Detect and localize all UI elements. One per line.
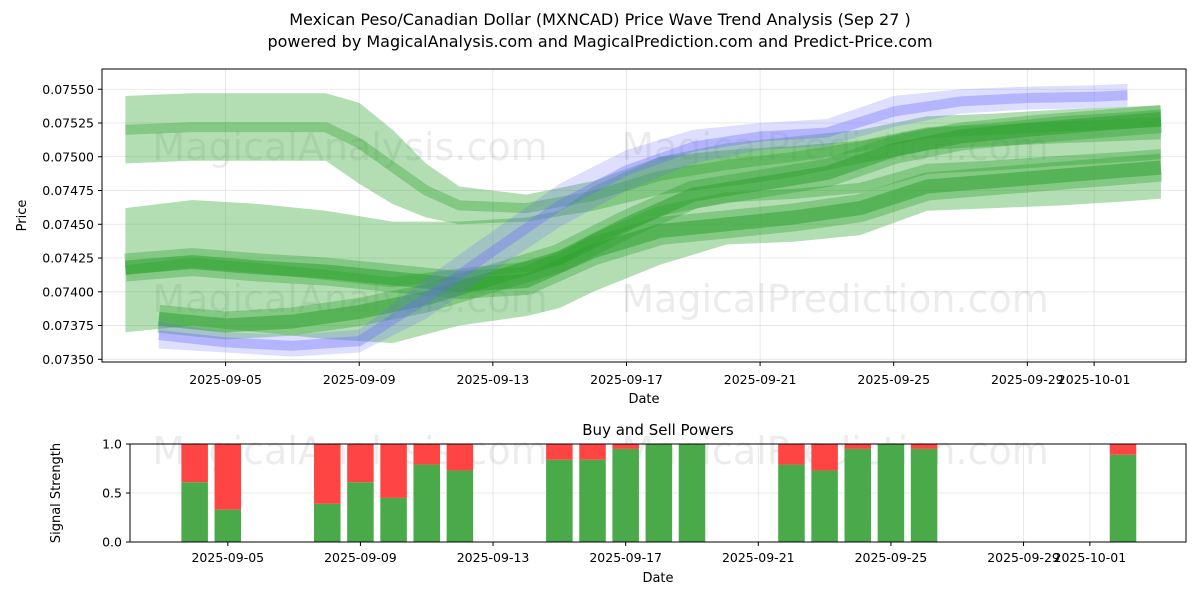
price-line-glow-forecast-core [157, 105, 1163, 340]
buy-bar [678, 444, 706, 542]
buy-bar [844, 448, 872, 542]
chart-subtitle: powered by MagicalAnalysis.com and Magic… [267, 32, 933, 51]
price-line-forecast-core [158, 112, 1162, 333]
sell-bar [380, 444, 407, 498]
signal-x-tick-label: 2025-09-29 [987, 550, 1060, 565]
price-x-tick-label: 2025-10-01 [1058, 372, 1131, 387]
buy-bar [778, 464, 805, 542]
buy-bar [181, 482, 208, 542]
signal-y-tick-label: 1.0 [102, 437, 122, 452]
signal-y-tick-label: 0.0 [102, 535, 122, 550]
signal-bars [181, 444, 1137, 542]
price-x-axis-label: Date [628, 392, 659, 407]
buy-bar [446, 470, 474, 542]
sell-bar [546, 444, 573, 460]
price-y-axis-label: Price [15, 200, 30, 232]
signal-x-tick-label: 2025-09-13 [457, 550, 530, 565]
sell-bar [1109, 444, 1137, 455]
buy-bar [811, 470, 838, 542]
sell-bar [413, 444, 441, 465]
buy-bar [579, 459, 606, 542]
watermark-text: MagicalPrediction.com [621, 277, 1049, 321]
price-x-tick-label: 2025-09-09 [323, 372, 396, 387]
signal-x-axis-label: Date [642, 571, 673, 586]
price-y-tick-label: 0.07500 [42, 149, 94, 164]
buy-bar [214, 509, 242, 542]
price-line-mid-line [124, 160, 1162, 292]
price-x-tick-label: 2025-09-13 [457, 372, 530, 387]
signal-ticks: 2025-09-05 2025-09-09 2025-09-13 2025-09-17… [102, 437, 1126, 566]
sell-bar [446, 444, 474, 471]
sell-bar [612, 444, 639, 449]
price-y-tick-label: 0.07400 [42, 284, 94, 299]
sell-bar [579, 444, 606, 460]
buy-bar [910, 448, 938, 542]
signal-x-tick-label: 2025-09-25 [855, 550, 928, 565]
price-watermarks: MagicalAnalysis.com MagicalPrediction.com… [152, 125, 1048, 321]
sell-bar [910, 444, 938, 449]
price-x-tick-label: 2025-09-17 [590, 372, 663, 387]
sell-bar [811, 444, 838, 471]
signal-x-tick-label: 2025-09-21 [722, 550, 795, 565]
sell-bar [214, 444, 242, 510]
buy-bar [314, 503, 341, 542]
signal-x-tick-label: 2025-09-05 [191, 550, 264, 565]
price-band-core-blue-wave [158, 90, 1128, 351]
buy-bar [612, 448, 639, 542]
chart-title: Mexican Peso/Canadian Dollar (MXNCAD) Pr… [289, 10, 911, 29]
signal-x-tick-label: 2025-09-09 [324, 550, 397, 565]
price-y-tick-label: 0.07525 [42, 116, 94, 131]
price-y-tick-label: 0.07375 [42, 318, 94, 333]
buy-bar [877, 444, 905, 542]
buy-bar [1109, 454, 1137, 542]
price-x-tick-label: 2025-09-29 [991, 372, 1064, 387]
price-x-tick-label: 2025-09-25 [857, 372, 930, 387]
buy-bar [546, 459, 573, 542]
sell-bar [347, 444, 374, 483]
price-y-tick-label: 0.07550 [42, 82, 94, 97]
price-ticks: 2025-09-05 2025-09-09 2025-09-13 2025-09-17… [42, 82, 1130, 387]
price-band-upper-band [125, 93, 1161, 225]
buy-bar [347, 482, 374, 542]
price-plot-frame [101, 68, 1187, 363]
price-line-glow-mid-line [124, 153, 1163, 299]
signal-y-axis-label: Signal Strength [49, 443, 64, 543]
price-x-tick-label: 2025-09-05 [189, 372, 262, 387]
sell-bar [181, 444, 208, 483]
price-series [124, 83, 1163, 357]
price-x-tick-label: 2025-09-21 [724, 372, 797, 387]
price-y-tick-label: 0.07475 [42, 183, 94, 198]
signal-chart-title: Buy and Sell Powers [582, 421, 734, 439]
buy-bar [413, 464, 441, 542]
watermark-text: MagicalAnalysis.com [152, 125, 547, 169]
signal-x-tick-label: 2025-10-01 [1054, 550, 1127, 565]
sell-bar [844, 444, 872, 449]
signal-y-tick-label: 0.5 [102, 486, 122, 501]
sell-bar [778, 444, 805, 465]
buy-bar [645, 444, 673, 542]
sell-bar [314, 444, 341, 504]
price-y-tick-label: 0.07425 [42, 251, 94, 266]
price-band-wide-band [125, 109, 1161, 344]
buy-bar [380, 497, 407, 542]
price-y-tick-label: 0.07350 [42, 352, 94, 367]
signal-x-tick-label: 2025-09-17 [589, 550, 662, 565]
price-y-tick-label: 0.07450 [42, 217, 94, 232]
